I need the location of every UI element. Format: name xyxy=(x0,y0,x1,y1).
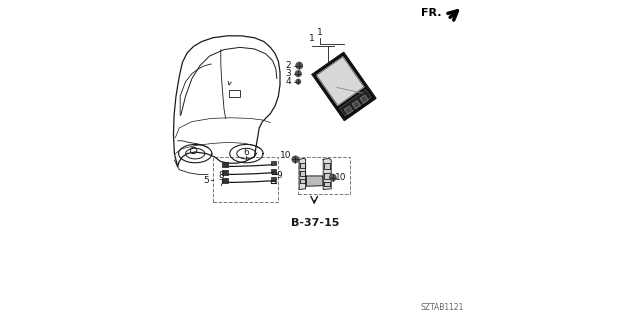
Bar xyxy=(271,161,276,165)
Bar xyxy=(222,170,228,175)
Bar xyxy=(271,169,276,173)
Text: 7: 7 xyxy=(218,179,224,188)
Polygon shape xyxy=(300,179,305,183)
Text: 10: 10 xyxy=(335,173,347,182)
Text: 6: 6 xyxy=(243,148,248,157)
Circle shape xyxy=(330,174,336,181)
Circle shape xyxy=(292,156,298,163)
Text: FR.: FR. xyxy=(421,8,442,19)
Circle shape xyxy=(296,62,302,69)
Polygon shape xyxy=(307,176,323,186)
Polygon shape xyxy=(300,158,306,189)
Bar xyxy=(271,177,276,181)
Polygon shape xyxy=(340,90,371,116)
Polygon shape xyxy=(317,57,364,105)
Polygon shape xyxy=(324,173,330,179)
Bar xyxy=(222,162,228,167)
Text: 9: 9 xyxy=(276,171,282,180)
Polygon shape xyxy=(324,182,330,186)
Polygon shape xyxy=(324,163,330,169)
Polygon shape xyxy=(323,158,332,189)
Bar xyxy=(298,157,351,194)
Polygon shape xyxy=(353,101,360,109)
Polygon shape xyxy=(300,171,305,176)
Text: 3: 3 xyxy=(285,69,291,78)
Text: 1: 1 xyxy=(317,28,323,36)
Text: 5: 5 xyxy=(203,176,209,185)
Text: 10: 10 xyxy=(280,151,291,160)
Text: 1: 1 xyxy=(309,34,315,43)
Bar xyxy=(222,178,228,183)
Text: B-37-15: B-37-15 xyxy=(291,218,340,228)
Bar xyxy=(229,90,240,97)
Circle shape xyxy=(296,79,301,84)
Polygon shape xyxy=(344,106,353,114)
Circle shape xyxy=(296,71,301,76)
Polygon shape xyxy=(300,163,305,168)
Polygon shape xyxy=(312,52,376,120)
Polygon shape xyxy=(360,95,368,103)
Bar xyxy=(212,157,278,202)
Text: 4: 4 xyxy=(285,77,291,86)
Text: SZTAB1121: SZTAB1121 xyxy=(420,303,464,312)
Text: 2: 2 xyxy=(285,61,291,70)
Text: 8: 8 xyxy=(218,171,224,180)
